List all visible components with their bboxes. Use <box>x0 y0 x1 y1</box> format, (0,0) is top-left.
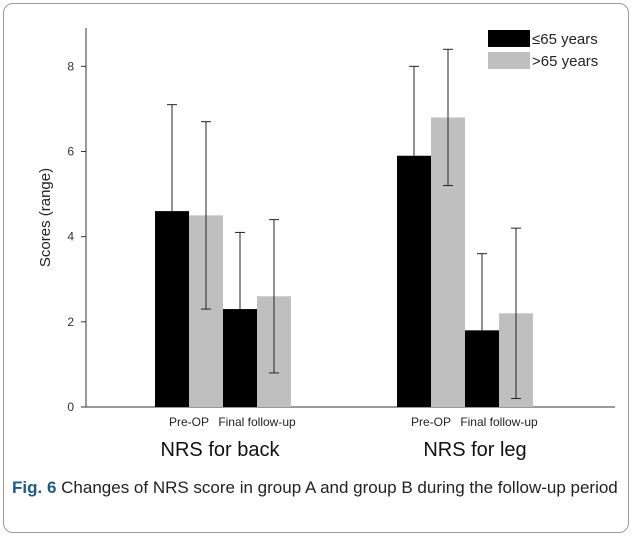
legend-label: ≤65 years <box>532 31 598 48</box>
figure-label: Fig. 6 <box>12 478 57 497</box>
y-axis-label: Scores (range) <box>37 168 54 267</box>
x-tick-label: Final follow-up <box>218 415 296 429</box>
bar-chart: 0 2 4 6 8 Scores (range) Pre-OP Final follow-up… <box>37 28 615 461</box>
y-tick-label: 2 <box>67 315 74 329</box>
bar <box>465 330 499 407</box>
y-tick-label: 8 <box>67 59 74 73</box>
bar <box>223 309 257 407</box>
legend-label: >65 years <box>532 53 598 70</box>
x-tick-label: Pre-OP <box>411 415 451 429</box>
legend-swatch <box>488 52 530 69</box>
y-tick-label: 4 <box>67 230 74 244</box>
legend-swatch <box>488 30 530 47</box>
figure-caption: Fig. 6 Changes of NRS score in group A a… <box>12 476 624 500</box>
bar <box>155 211 189 407</box>
bar <box>397 155 431 407</box>
figure-caption-text: Changes of NRS score in group A and grou… <box>61 478 618 497</box>
figure-frame <box>3 3 629 533</box>
x-tick-label: Final follow-up <box>460 415 538 429</box>
x-tick-label: Pre-OP <box>169 415 209 429</box>
y-tick-label: 0 <box>67 400 74 414</box>
group-label: NRS for leg <box>423 439 526 461</box>
y-tick-label: 6 <box>67 144 74 158</box>
group-label: NRS for back <box>161 439 281 461</box>
